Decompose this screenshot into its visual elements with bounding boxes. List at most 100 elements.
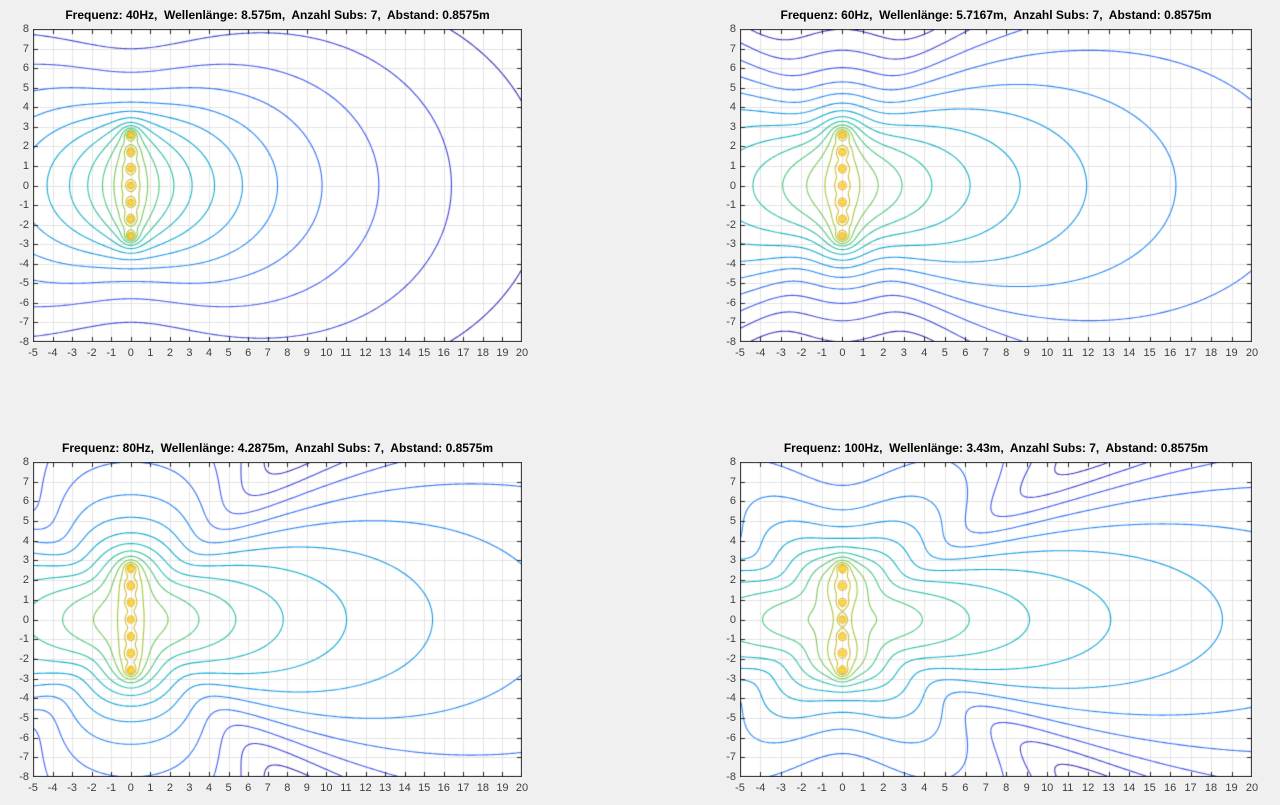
y-tick-label: 4 <box>22 101 29 114</box>
y-tick-label: -2 <box>19 652 29 665</box>
x-tick-label: 19 <box>496 347 509 359</box>
x-tick-label: 8 <box>1003 782 1010 794</box>
x-tick-label: 1 <box>147 782 154 794</box>
x-tick-label: 5 <box>941 347 948 359</box>
x-tick-label: -5 <box>735 782 745 794</box>
contour-canvas-80hz <box>33 462 522 777</box>
y-tick-label: -7 <box>19 751 29 764</box>
x-tick-label: -1 <box>817 782 827 794</box>
x-tick-label: 20 <box>515 347 529 359</box>
subplot-60hz: Frequenz: 60Hz, Wellenlänge: 5.7167m, An… <box>726 8 1258 359</box>
y-tick-label: -4 <box>19 257 29 270</box>
y-tick-label: -6 <box>19 731 29 744</box>
x-tick-label: 15 <box>418 347 431 359</box>
y-tick-label: 6 <box>729 62 736 75</box>
contour-canvas-40hz <box>33 29 522 342</box>
x-tick-label: 0 <box>127 347 134 359</box>
x-tick-label: 20 <box>1245 347 1259 359</box>
y-tick-label: -5 <box>19 277 29 290</box>
y-tick-label: 5 <box>729 515 736 528</box>
y-tick-label: 3 <box>729 554 736 567</box>
x-tick-label: -2 <box>86 347 97 359</box>
subplot-40hz-title: Frequenz: 40Hz, Wellenlänge: 8.575m, Anz… <box>65 8 490 22</box>
x-tick-label: 7 <box>264 782 271 794</box>
x-tick-label: -1 <box>817 347 827 359</box>
x-tick-label: 9 <box>303 782 310 794</box>
x-tick-label: 4 <box>921 782 928 794</box>
x-tick-label: 15 <box>1143 347 1156 359</box>
x-tick-label: 2 <box>880 347 887 359</box>
y-tick-label: -6 <box>726 296 736 309</box>
y-tick-label: 0 <box>729 613 736 626</box>
x-tick-label: -3 <box>776 782 786 794</box>
y-tick-label: 4 <box>22 534 29 547</box>
x-tick-label: 16 <box>1163 782 1177 794</box>
y-tick-label: -8 <box>19 336 29 348</box>
x-tick-label: 13 <box>378 347 392 359</box>
x-tick-label: 16 <box>437 782 450 794</box>
x-tick-label: -3 <box>776 347 786 359</box>
y-tick-label: 7 <box>22 475 29 488</box>
x-tick-label: 5 <box>225 347 232 359</box>
x-tick-label: 3 <box>186 347 193 359</box>
y-tick-label: 1 <box>22 159 29 172</box>
x-tick-label: 3 <box>186 782 193 794</box>
x-tick-label: 20 <box>1245 782 1259 794</box>
x-tick-label: 18 <box>476 782 489 794</box>
y-tick-label: 3 <box>22 554 29 567</box>
x-tick-label: 9 <box>1023 782 1030 794</box>
x-tick-label: -4 <box>755 347 766 359</box>
x-tick-label: -5 <box>28 347 38 359</box>
x-tick-label: 7 <box>264 347 271 359</box>
x-tick-label: -1 <box>106 347 117 359</box>
x-tick-label: 5 <box>225 782 232 794</box>
y-tick-label: 5 <box>22 515 29 528</box>
x-tick-label: 6 <box>962 347 969 359</box>
subplot-100hz: Frequenz: 100Hz, Wellenlänge: 3.43m, Anz… <box>726 441 1258 794</box>
x-tick-label: 0 <box>839 782 846 794</box>
x-tick-label: 10 <box>320 782 333 794</box>
x-tick-label: 14 <box>1122 347 1136 359</box>
subplot-60hz-title: Frequenz: 60Hz, Wellenlänge: 5.7167m, An… <box>780 8 1212 22</box>
y-tick-label: 0 <box>729 179 736 192</box>
y-tick-label: 7 <box>729 475 736 488</box>
x-tick-label: 4 <box>205 347 213 359</box>
subplot-80hz-title: Frequenz: 80Hz, Wellenlänge: 4.2875m, An… <box>61 441 493 455</box>
x-tick-label: -1 <box>106 782 117 794</box>
y-tick-label: -8 <box>726 336 736 348</box>
x-tick-label: 7 <box>982 347 989 359</box>
x-tick-label: 12 <box>1082 782 1095 794</box>
x-tick-label: 2 <box>880 782 887 794</box>
x-tick-label: -4 <box>47 347 58 359</box>
x-tick-label: -4 <box>47 782 58 794</box>
x-tick-label: 19 <box>1225 347 1238 359</box>
y-tick-label: 8 <box>22 23 29 35</box>
y-tick-label: 0 <box>22 613 29 626</box>
y-tick-label: -6 <box>726 731 736 744</box>
x-tick-label: 10 <box>1041 782 1054 794</box>
subplot-100hz-title: Frequenz: 100Hz, Wellenlänge: 3.43m, Anz… <box>783 441 1209 455</box>
y-tick-label: -1 <box>19 199 29 212</box>
y-tick-label: 3 <box>729 120 736 133</box>
x-tick-label: 17 <box>457 347 470 359</box>
y-tick-label: -8 <box>726 771 736 783</box>
x-tick-label: 1 <box>147 347 154 359</box>
x-tick-label: 11 <box>1061 782 1074 794</box>
y-tick-label: 5 <box>729 81 736 94</box>
y-tick-label: -7 <box>726 751 736 764</box>
y-tick-label: 8 <box>729 456 736 468</box>
y-tick-label: -5 <box>726 711 736 724</box>
x-tick-label: 10 <box>320 347 333 359</box>
y-tick-label: -7 <box>19 316 29 329</box>
x-tick-label: 11 <box>340 782 352 794</box>
y-tick-label: -6 <box>19 296 29 309</box>
y-tick-label: -2 <box>726 218 736 231</box>
contour-canvas-100hz <box>740 462 1252 777</box>
x-tick-label: 17 <box>457 782 470 794</box>
y-tick-label: 8 <box>729 23 736 35</box>
y-tick-label: 3 <box>22 120 29 133</box>
y-tick-label: -1 <box>726 633 736 646</box>
x-tick-label: 9 <box>303 347 310 359</box>
x-tick-label: 11 <box>1061 347 1074 359</box>
